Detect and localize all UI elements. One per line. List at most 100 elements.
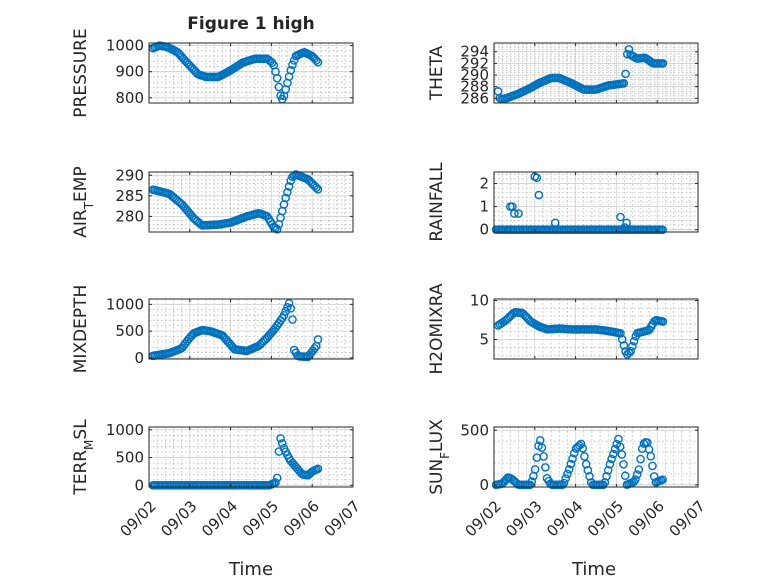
data-point xyxy=(629,336,639,346)
axes-box xyxy=(493,426,699,488)
y-axis-label: PRESSURE xyxy=(71,28,91,117)
y-tick-label: 285 xyxy=(115,187,144,205)
data-point xyxy=(541,463,550,472)
data-point xyxy=(279,311,289,320)
x-tick-label: 09/05 xyxy=(239,497,282,540)
y-axis-label: TERRMSL xyxy=(71,419,96,496)
x-tick-label: 09/06 xyxy=(625,497,668,540)
data-point xyxy=(631,475,640,484)
data-point xyxy=(600,478,610,487)
data-point xyxy=(621,69,630,79)
data-point xyxy=(609,449,618,459)
data-point xyxy=(281,193,290,203)
data-point xyxy=(289,56,299,65)
data-point xyxy=(658,225,667,234)
data-point xyxy=(583,465,593,475)
figure-title: Figure 1 high xyxy=(187,14,315,34)
y-tick-label: 10 xyxy=(470,292,489,310)
y-tick-label: 1000 xyxy=(106,295,144,313)
data-point xyxy=(563,469,572,479)
data-point xyxy=(286,304,296,313)
data-point xyxy=(636,454,645,464)
data-point xyxy=(607,454,616,464)
y-tick-label: 0 xyxy=(479,476,489,494)
x-tick-label: 09/02 xyxy=(116,497,159,540)
data-point xyxy=(272,73,282,83)
data-point xyxy=(616,328,625,338)
data-point xyxy=(550,218,560,228)
x-tick-label: 09/07 xyxy=(320,497,363,540)
axes-box xyxy=(493,42,699,104)
x-axis-label-left: Time xyxy=(228,559,273,580)
x-tick-label: 09/06 xyxy=(280,497,323,540)
data-point xyxy=(277,439,287,448)
data-point xyxy=(568,454,577,463)
subplot-pressure: 800 900 1000 PRESSURE xyxy=(71,28,354,118)
y-tick-label: 0 xyxy=(134,476,144,494)
y-tick-label: 2 xyxy=(479,175,489,193)
data-point xyxy=(624,45,634,54)
y-tick-label: 290 xyxy=(460,66,489,84)
data-point xyxy=(284,182,294,191)
data-point xyxy=(603,465,613,475)
data-point xyxy=(617,335,627,344)
data-point xyxy=(537,443,547,452)
data-point xyxy=(624,348,634,358)
data-point xyxy=(620,471,630,481)
data-point xyxy=(272,473,282,483)
data-point xyxy=(532,453,542,462)
y-axis-label: MIXDEPTH xyxy=(71,285,91,374)
x-tick-label: 09/05 xyxy=(584,497,627,540)
y-tick-label: 900 xyxy=(115,63,144,81)
subplot-air-temp: 280 285 290 AIRTEMP xyxy=(71,166,354,238)
data-point xyxy=(510,209,519,218)
data-point xyxy=(622,218,631,228)
y-axis-label: SUNFLUX xyxy=(427,419,452,495)
x-axis-label-right: Time xyxy=(571,559,616,580)
data-point xyxy=(313,185,323,194)
y-tick-label: 280 xyxy=(115,207,144,225)
data-point xyxy=(288,315,297,324)
axes-box xyxy=(148,426,354,488)
data-point xyxy=(561,474,571,483)
data-point xyxy=(271,478,280,487)
y-tick-label: 288 xyxy=(460,78,489,96)
data-point xyxy=(614,434,623,444)
data-point xyxy=(558,480,567,490)
data-point xyxy=(534,190,544,200)
data-point xyxy=(615,442,625,452)
data-point xyxy=(626,346,635,356)
data-point xyxy=(311,183,321,192)
data-point xyxy=(284,298,294,308)
data-point xyxy=(310,344,319,353)
data-point xyxy=(658,59,668,68)
y-tick-label: 500 xyxy=(115,449,144,467)
data-point xyxy=(313,57,323,67)
axes-box xyxy=(148,298,354,360)
axes-box xyxy=(148,171,354,233)
x-tick-label: 09/04 xyxy=(198,497,241,540)
axes-box xyxy=(148,42,354,104)
x-tick-label: 09/04 xyxy=(543,497,586,540)
data-point xyxy=(530,465,540,474)
y-tick-label: 1000 xyxy=(106,37,144,55)
y-axis-label: AIRTEMP xyxy=(71,166,96,237)
data-point xyxy=(578,443,588,453)
y-tick-label: 500 xyxy=(115,322,144,340)
data-point xyxy=(288,60,297,70)
data-point xyxy=(585,472,594,481)
data-point xyxy=(658,475,667,484)
data-point xyxy=(658,317,668,326)
y-tick-label: 1 xyxy=(479,198,489,216)
axes-box xyxy=(493,298,699,360)
y-tick-label: 294 xyxy=(460,43,489,61)
data-point xyxy=(311,56,321,65)
data-point xyxy=(619,460,628,469)
data-point xyxy=(566,459,576,469)
data-point xyxy=(617,450,627,459)
data-point xyxy=(497,225,507,234)
